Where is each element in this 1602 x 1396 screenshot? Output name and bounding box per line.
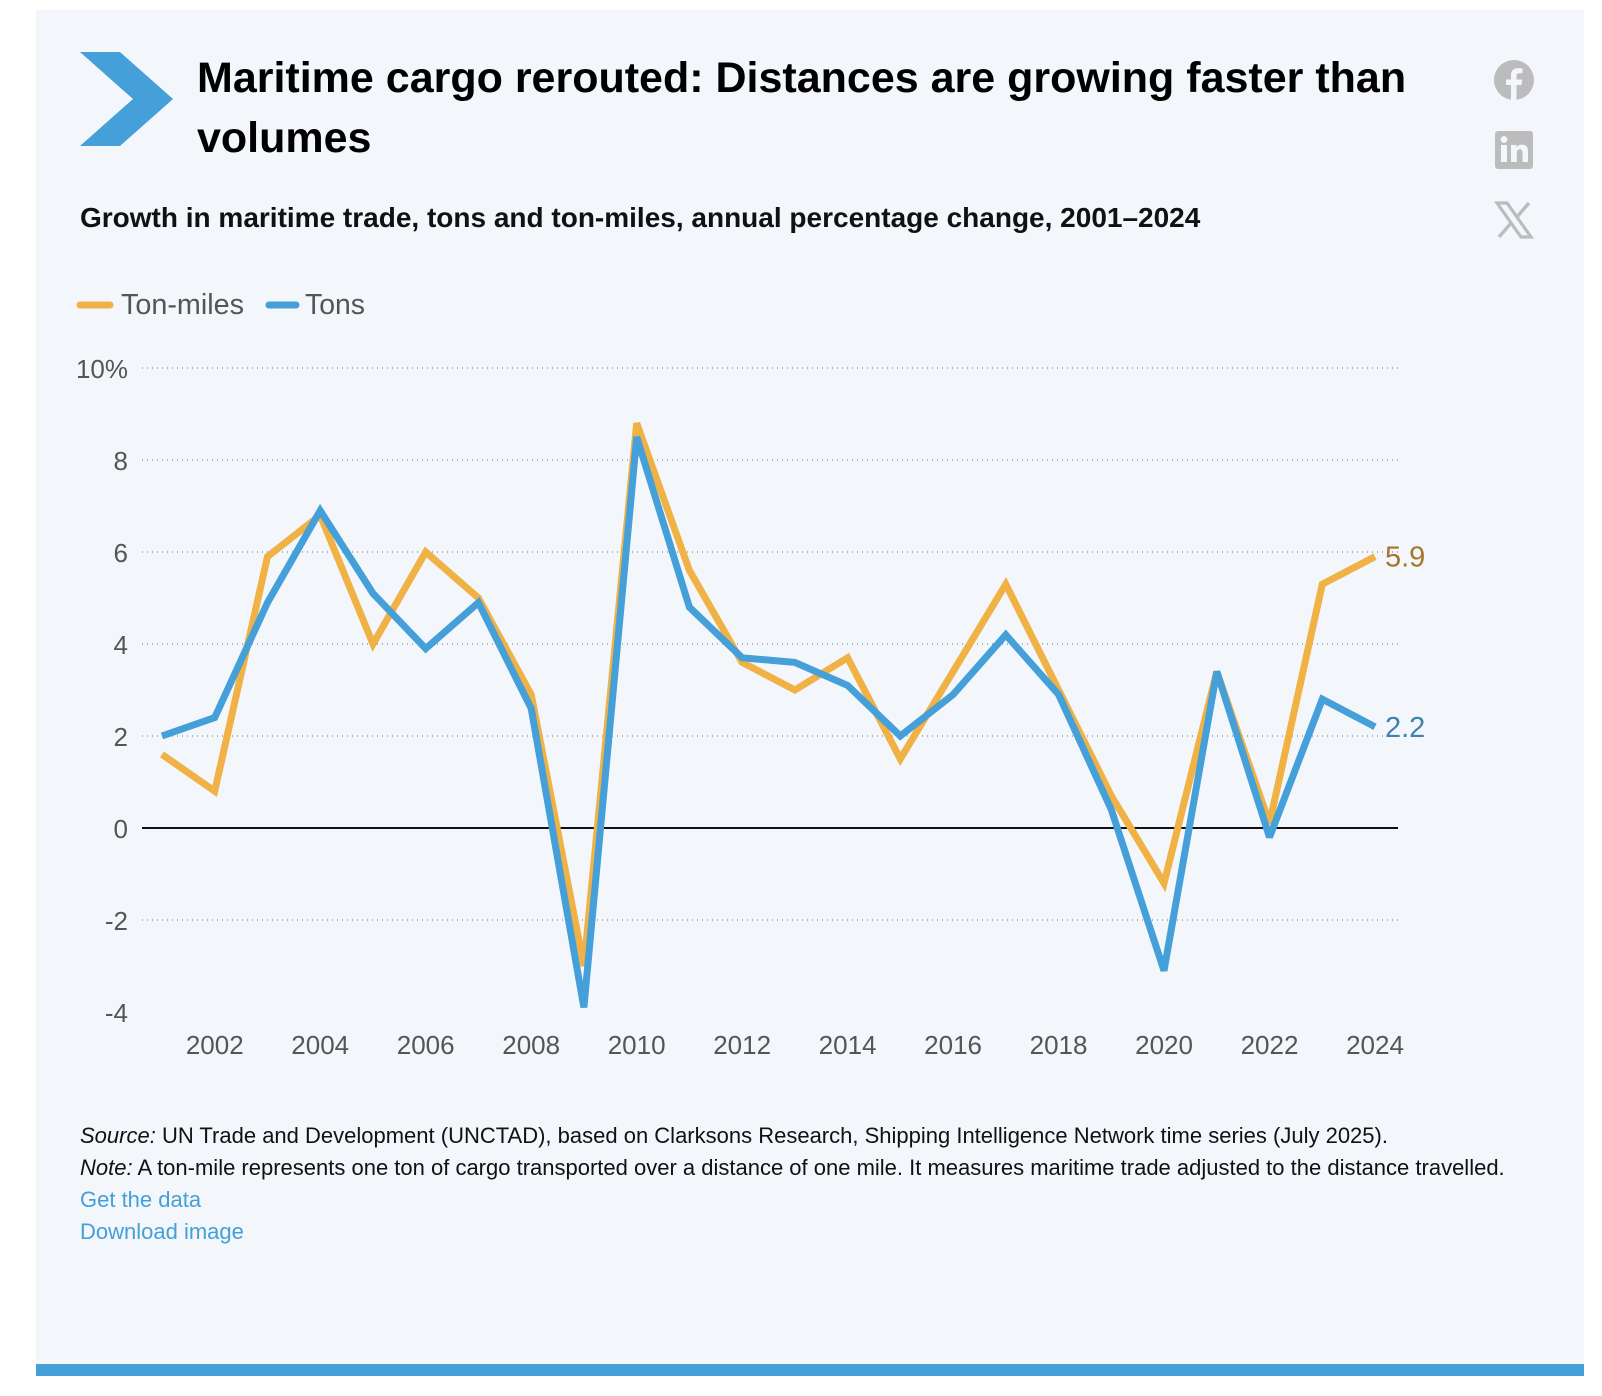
- chart-subtitle: Growth in maritime trade, tons and ton-m…: [80, 202, 1201, 233]
- series-line-tons: [160, 435, 1377, 1009]
- series-line-ton-miles: [159, 422, 1377, 967]
- x-tick-label: 2002: [186, 1030, 244, 1060]
- y-tick-label: 0: [114, 814, 128, 844]
- y-tick-label: 2: [114, 722, 128, 752]
- chart-card: [36, 10, 1584, 1372]
- line-chart: Ton-miles Tons -4 -2 0 2 4 6 8 10% 2002 2004 2006…: [76, 289, 1425, 1060]
- legend-label-ton-miles: Ton-miles: [121, 289, 244, 321]
- legend: Ton-miles Tons: [76, 289, 365, 321]
- end-label-ton-miles: 5.9: [1385, 542, 1425, 574]
- y-tick-label: 4: [114, 630, 128, 660]
- y-tick-label: -2: [105, 906, 128, 936]
- get-data-link[interactable]: Get the data: [80, 1187, 202, 1212]
- y-tick-label: 8: [114, 446, 128, 476]
- y-tick-label: 6: [114, 538, 128, 568]
- accent-bar: [36, 1364, 1584, 1376]
- facebook-icon[interactable]: [1492, 58, 1536, 102]
- linkedin-icon[interactable]: [1492, 128, 1536, 172]
- download-image-link[interactable]: Download image: [80, 1219, 244, 1244]
- x-tick-label: 2012: [713, 1030, 771, 1060]
- chart-title: Maritime cargo rerouted: Distances are g…: [197, 54, 1407, 162]
- x-tick-label: 2018: [1030, 1030, 1088, 1060]
- x-tick-label: 2008: [502, 1030, 560, 1060]
- x-icon[interactable]: [1492, 198, 1536, 242]
- x-tick-label: 2016: [924, 1030, 982, 1060]
- source-line: Source: UN Trade and Development (UNCTAD…: [80, 1120, 1540, 1152]
- source-label: Source:: [80, 1123, 156, 1148]
- end-label-tons: 2.2: [1385, 712, 1425, 744]
- note-label: Note:: [80, 1155, 133, 1180]
- source-text: UN Trade and Development (UNCTAD), based…: [155, 1123, 1388, 1148]
- chart-notes: Source: UN Trade and Development (UNCTAD…: [80, 1120, 1540, 1248]
- x-tick-label: 2024: [1346, 1030, 1404, 1060]
- x-tick-label: 2020: [1135, 1030, 1193, 1060]
- x-tick-label: 2004: [291, 1030, 349, 1060]
- x-tick-label: 2014: [819, 1030, 877, 1060]
- x-tick-label: 2010: [608, 1030, 666, 1060]
- chevron-logo-icon: [80, 52, 173, 146]
- y-tick-label: 10%: [76, 354, 128, 384]
- note-line: Note: A ton-mile represents one ton of c…: [80, 1152, 1540, 1184]
- legend-label-tons: Tons: [305, 289, 365, 321]
- x-tick-label: 2006: [397, 1030, 455, 1060]
- note-text: A ton-mile represents one ton of cargo t…: [132, 1155, 1505, 1180]
- y-tick-label: -4: [105, 998, 128, 1028]
- x-tick-label: 2022: [1241, 1030, 1299, 1060]
